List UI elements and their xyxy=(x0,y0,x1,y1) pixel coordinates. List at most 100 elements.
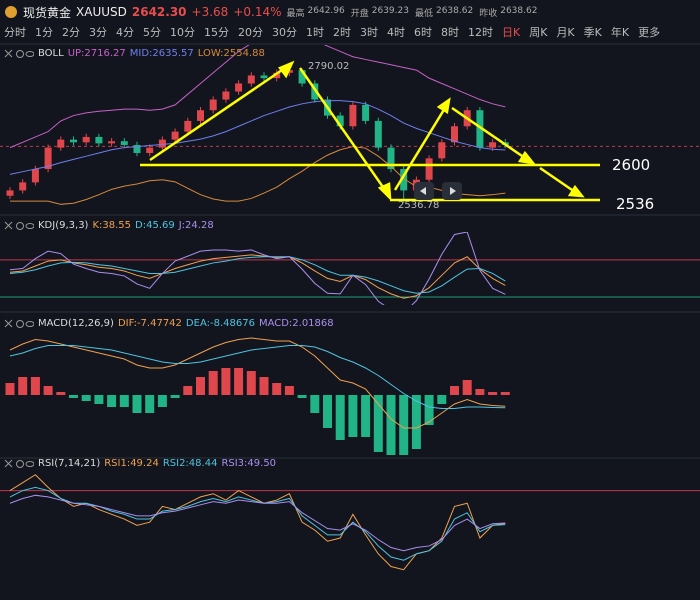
price: 2642.30 xyxy=(131,5,187,19)
close-icon[interactable] xyxy=(4,319,13,327)
candle-body xyxy=(311,83,319,100)
candle-body xyxy=(184,120,192,132)
macd-bar xyxy=(323,395,332,428)
macd-bar xyxy=(500,391,510,395)
candle-body xyxy=(82,136,90,143)
icon xyxy=(4,319,34,328)
series-label: MACD:2.01868 xyxy=(258,318,334,329)
candle-body xyxy=(209,99,217,111)
macd-bar xyxy=(348,395,358,437)
candle-body xyxy=(108,141,116,144)
panel-label: KDJ(9,3,3) K:38.55 D:45.69 J:24.28 xyxy=(4,220,214,231)
series-label: DIF:-7.47742 xyxy=(117,318,182,329)
settings-icon[interactable] xyxy=(16,49,24,58)
macd-bar xyxy=(56,392,66,395)
tab[interactable]: 2时 xyxy=(333,26,351,39)
tab[interactable]: 5分 xyxy=(143,26,161,39)
tab[interactable]: 分时 xyxy=(4,26,26,39)
macd-bar xyxy=(424,395,434,425)
tab[interactable]: 季K xyxy=(583,26,602,39)
tab[interactable]: 年K xyxy=(610,26,630,39)
candle-body xyxy=(146,147,154,153)
macd-bar xyxy=(234,368,244,395)
macd-bar xyxy=(246,371,256,395)
macd-bar xyxy=(145,395,155,413)
macd-bar xyxy=(157,395,167,407)
candle-body xyxy=(374,120,382,148)
macd-bar xyxy=(297,395,307,398)
macd-bar xyxy=(196,377,205,395)
tab[interactable]: 30分 xyxy=(272,26,297,39)
candle-body xyxy=(95,136,103,144)
macd-bar xyxy=(361,395,371,437)
stat-label: 最低 xyxy=(414,8,433,19)
panel-label: BOLL UP:2716.27 MID:2635.57 LOW:2554.88 xyxy=(4,48,265,59)
tab[interactable]: 3分 xyxy=(89,26,107,39)
candle-body xyxy=(70,139,77,143)
eye-icon[interactable] xyxy=(25,50,34,57)
macd-bar xyxy=(132,395,142,413)
indicator-line xyxy=(9,45,506,149)
tab[interactable]: 更多 xyxy=(638,26,661,39)
tab[interactable]: 日K xyxy=(502,26,521,39)
macd-bar xyxy=(437,395,447,404)
settings-icon[interactable] xyxy=(16,319,24,328)
tab[interactable]: 20分 xyxy=(238,26,263,39)
macd-bar xyxy=(81,395,91,401)
close-icon[interactable] xyxy=(4,221,13,229)
indicator-title: RSI(7,14,21) xyxy=(38,458,101,469)
tab[interactable]: 1时 xyxy=(306,26,324,39)
tab[interactable]: 1分 xyxy=(35,26,53,39)
candle-body xyxy=(336,115,344,127)
series-label: J:24.28 xyxy=(178,220,214,231)
change-pct: +0.14% xyxy=(233,5,282,19)
series-label: DEA:-8.48676 xyxy=(185,318,255,329)
macd-bar xyxy=(208,371,218,395)
tab[interactable]: 4时 xyxy=(387,26,405,39)
candle-body xyxy=(273,72,281,79)
series-label: RSI1:49.24 xyxy=(104,458,159,469)
tab[interactable]: 12时 xyxy=(468,26,493,39)
panel xyxy=(0,474,700,571)
playback-buttons[interactable] xyxy=(414,182,462,200)
close-icon[interactable] xyxy=(4,459,13,467)
tab[interactable]: 15分 xyxy=(204,26,229,39)
icon xyxy=(5,6,17,18)
tab[interactable]: 2分 xyxy=(62,26,80,39)
stat-label: 最高 xyxy=(286,8,305,19)
panel-label: RSI(7,14,21) RSI1:49.24 RSI2:48.44 RSI3:49.… xyxy=(4,458,276,469)
settings-icon[interactable] xyxy=(16,221,24,230)
header: 现货黄金 XAUUSD 2642.30 +3.68 +0.14% 最高 2642.… xyxy=(4,3,540,21)
candle-body xyxy=(171,131,179,140)
candle-body xyxy=(31,169,39,183)
tab[interactable]: 周K xyxy=(529,26,548,39)
candle-body xyxy=(489,142,497,148)
macd-bar xyxy=(107,395,117,407)
stat-label: 开盘 xyxy=(350,8,369,19)
indicator-line xyxy=(9,345,506,409)
indicator-title: BOLL xyxy=(38,48,64,59)
high-label: 2790.02 xyxy=(308,61,349,72)
macd-bar xyxy=(272,383,282,395)
settings-icon[interactable] xyxy=(16,459,24,468)
close-icon[interactable] xyxy=(4,49,13,57)
tab[interactable]: 8时 xyxy=(441,26,459,39)
macd-bar xyxy=(475,389,485,395)
series-label: UP:2716.27 xyxy=(67,48,126,59)
eye-icon[interactable] xyxy=(25,460,34,467)
tab[interactable]: 3时 xyxy=(360,26,378,39)
macd-bar xyxy=(69,395,78,398)
eye-icon[interactable] xyxy=(25,222,34,229)
candle-body xyxy=(400,169,408,191)
indicator-line xyxy=(9,256,506,294)
candle-body xyxy=(451,126,458,143)
tab[interactable]: 10分 xyxy=(170,26,195,39)
eye-icon[interactable] xyxy=(25,320,34,327)
macd-bar xyxy=(450,386,459,395)
tab[interactable]: 4分 xyxy=(116,26,134,39)
tab[interactable]: 月K xyxy=(556,26,575,39)
tab[interactable]: 6时 xyxy=(414,26,432,39)
indicator-line xyxy=(9,254,506,299)
indicator-line xyxy=(9,337,506,429)
